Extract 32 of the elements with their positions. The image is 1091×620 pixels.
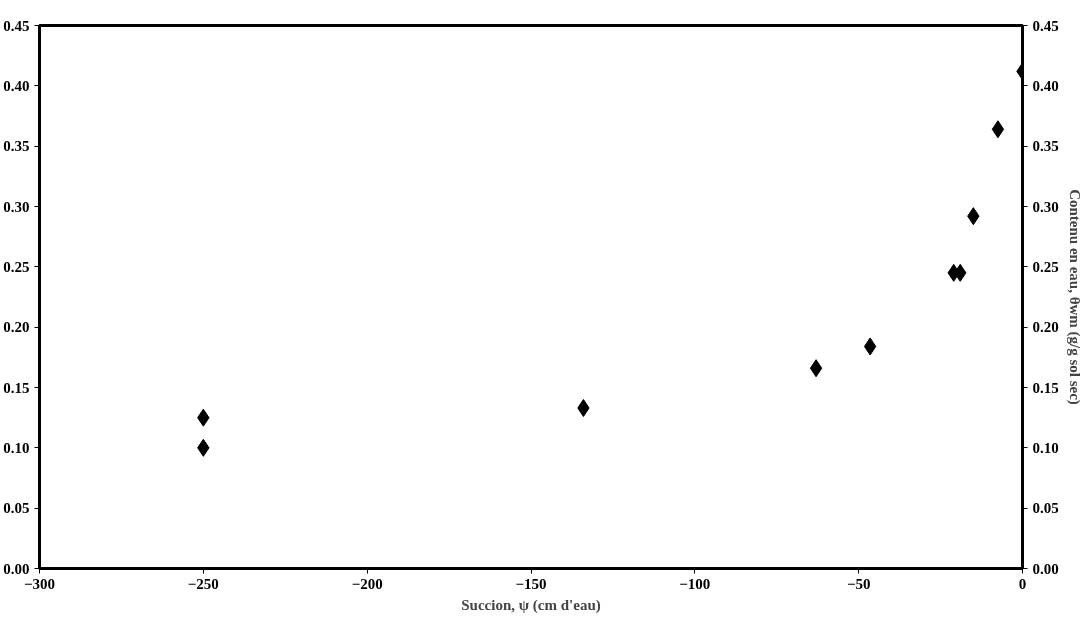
y2-tick-label: 0.45 <box>1032 17 1059 34</box>
y2-tick-label: 0.25 <box>1032 258 1059 275</box>
x-axis-title: Succion, ψ (cm d'eau) <box>461 596 601 614</box>
y2-tick-label: 0.30 <box>1032 198 1059 215</box>
x-tick-label: −250 <box>187 575 219 592</box>
y-tick-label: 0.40 <box>3 77 30 94</box>
x-tick-label: −300 <box>23 575 56 592</box>
y2-tick-label: 0.35 <box>1032 138 1059 155</box>
y-tick-label: 0.35 <box>3 138 30 155</box>
y2-axis-title: Contenu en eau, θwm (g/g sol sec) <box>1065 189 1083 405</box>
y-tick-label: 0.30 <box>3 198 30 215</box>
x-tick-label: −200 <box>351 575 383 592</box>
x-tick-label: −50 <box>846 575 871 592</box>
x-tick-label: −100 <box>679 575 711 592</box>
y-tick-label: 0.15 <box>3 379 30 396</box>
y2-tick-label: 0.00 <box>1032 560 1059 577</box>
y-tick-label: 0.25 <box>3 258 30 275</box>
y-tick-label: 0.05 <box>3 500 30 517</box>
x-tick-label: −150 <box>515 575 547 592</box>
y-tick-label: 0.20 <box>3 319 30 336</box>
x-tick-label: 0 <box>1018 575 1027 592</box>
y2-tick-label: 0.10 <box>1032 439 1059 456</box>
y2-tick-label: 0.15 <box>1032 379 1059 396</box>
point <box>991 120 1005 139</box>
y-tick-label: 0.00 <box>3 560 30 577</box>
y2-tick-label: 0.40 <box>1032 77 1059 94</box>
point <box>863 337 877 356</box>
point <box>809 359 823 378</box>
y-tick-label: 0.45 <box>3 17 30 34</box>
y2-tick-label: 0.05 <box>1032 500 1059 517</box>
y2-tick-label: 0.20 <box>1032 319 1059 336</box>
y-tick-label: 0.10 <box>3 439 30 456</box>
